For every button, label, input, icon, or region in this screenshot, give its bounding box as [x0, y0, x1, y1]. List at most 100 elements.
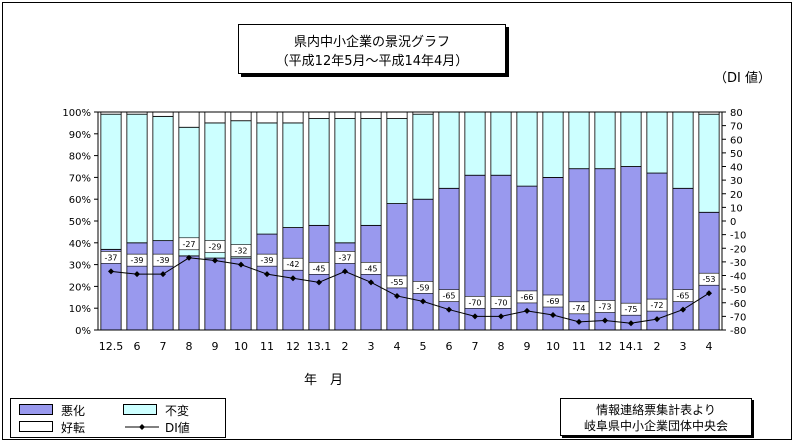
bar-better: [360, 111, 382, 119]
di-point: [238, 261, 244, 268]
bar-worse: [308, 224, 330, 331]
bar-worse: [386, 203, 408, 331]
di-label-box: [256, 253, 278, 267]
di-data-label: -53: [702, 275, 715, 284]
di-label-box: [464, 296, 486, 309]
di-point: [602, 317, 608, 324]
legend-label-worse: 悪化: [61, 404, 86, 418]
right-axis-label: （DI 値）: [714, 70, 771, 86]
di-data-label: -72: [650, 301, 663, 310]
x-tick-label: 2: [342, 340, 349, 353]
bar-unchanged: [516, 111, 538, 187]
right-tick-label: 0: [730, 217, 736, 228]
di-point: [472, 313, 478, 320]
bar-worse: [360, 224, 382, 331]
left-tick-label: 0%: [75, 326, 91, 337]
di-point: [628, 320, 634, 327]
di-point: [498, 313, 504, 320]
di-line: [110, 257, 710, 324]
bar-unchanged: [282, 122, 304, 228]
bar-unchanged: [126, 113, 148, 244]
bar-worse: [178, 255, 200, 331]
x-tick-label: 3: [680, 340, 687, 353]
legend-label-better: 好転: [61, 421, 86, 435]
di-data-label: -39: [260, 256, 273, 265]
di-line-group: -37 -39 -39 -27 -29 -32 -39 -42 -45 -37 -45 -55 -59 -…: [100, 237, 720, 327]
bar-unchanged: [646, 111, 668, 174]
di-label-box: [646, 298, 668, 312]
left-tick-label: 80%: [69, 152, 91, 163]
x-tick-label: 10: [234, 340, 248, 353]
x-tick-label: 13.1: [307, 340, 332, 353]
di-data-label: -39: [156, 256, 169, 265]
source-line-2: 岐阜県中小企業団体中央会: [583, 419, 728, 433]
bar-worse: [204, 257, 226, 331]
di-point: [524, 307, 530, 314]
x-tick-label: 6: [134, 340, 141, 353]
left-tick-label: 60%: [69, 195, 91, 206]
di-label-box: [334, 251, 356, 264]
di-point: [550, 312, 556, 319]
left-tick-label: 70%: [69, 173, 91, 184]
di-point: [160, 271, 166, 278]
bar-unchanged: [386, 118, 408, 204]
di-point: [134, 271, 140, 278]
di-data-label: -70: [468, 298, 481, 307]
right-tick-label: -40: [730, 272, 746, 283]
bar-unchanged: [204, 122, 226, 259]
di-data-label: -55: [390, 278, 403, 287]
legend-di-marker: [125, 424, 159, 430]
di-label-box: [568, 301, 590, 315]
chart-title: 県内中小企業の景況グラフ: [293, 35, 450, 50]
x-tick-label: 4: [706, 340, 713, 353]
di-point: [108, 268, 114, 275]
bar-unchanged: [698, 113, 720, 213]
di-data-label: -45: [364, 264, 377, 273]
di-label-box: [360, 262, 382, 275]
legend-swatch-worse: [19, 404, 53, 415]
di-label-box: [152, 253, 174, 267]
di-point: [368, 279, 374, 286]
bar-unchanged: [672, 111, 694, 189]
di-point: [420, 298, 426, 305]
di-data-label: -37: [104, 253, 117, 262]
di-label-box: [698, 272, 720, 286]
bar-better: [204, 111, 226, 124]
right-tick-label: -20: [730, 244, 746, 255]
bar-unchanged: [412, 113, 434, 200]
bar-unchanged: [438, 111, 460, 189]
bar-unchanged: [620, 111, 642, 167]
di-point: [290, 275, 296, 282]
left-tick-label: 40%: [69, 239, 91, 250]
legend-swatch-better: [19, 421, 53, 432]
di-data-label: -66: [520, 293, 533, 302]
chart-frame: [2, 2, 792, 440]
x-tick-label: 11: [572, 340, 586, 353]
bar-unchanged: [256, 122, 278, 235]
left-tick-label: 10%: [69, 304, 91, 315]
bar-better: [308, 111, 330, 119]
di-data-label: -75: [624, 305, 637, 314]
di-label-box: [438, 289, 460, 302]
bar-better: [386, 111, 408, 119]
di-label-box: [386, 275, 408, 289]
left-tick-label: 50%: [69, 217, 91, 228]
x-tick-label: 7: [472, 340, 479, 353]
x-axis-label: 年 月: [304, 373, 343, 388]
x-tick-label: 11: [260, 340, 274, 353]
di-label-box: [516, 290, 538, 304]
di-label-box: [100, 251, 122, 264]
di-data-label: -70: [494, 298, 507, 307]
x-tick-label: 7: [160, 340, 167, 353]
di-label-box: [308, 262, 330, 275]
di-point: [212, 257, 218, 264]
di-data-label: -32: [234, 247, 247, 256]
bar-unchanged: [178, 126, 200, 257]
legend-label-unchanged: 不変: [165, 404, 190, 418]
bar-better: [178, 111, 200, 128]
bar-worse: [256, 233, 278, 331]
right-tick-label: 40: [730, 163, 743, 174]
x-tick-label: 8: [186, 340, 193, 353]
bar-worse: [698, 211, 720, 331]
bar-unchanged: [360, 118, 382, 226]
